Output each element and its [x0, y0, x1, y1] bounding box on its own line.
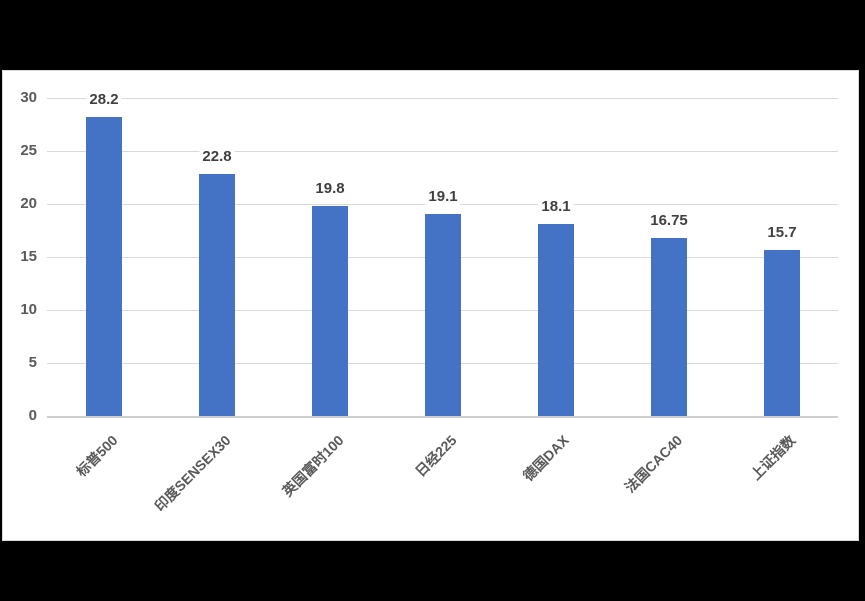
x-axis-line [47, 416, 838, 418]
bar-value-label: 18.1 [538, 197, 574, 216]
category-label: 法国CAC40 [621, 432, 686, 496]
gridline [47, 151, 838, 152]
category-label: 上证指数 [747, 432, 799, 483]
bar-chart: 0 5 10 15 20 25 30 28.2 标普500 22.8 印度SENSEX30 19.8 英… [3, 71, 858, 540]
y-axis-tick-label: 30 [20, 89, 37, 106]
category-label: 德国DAX [520, 432, 573, 485]
bar [199, 174, 235, 416]
bar-value-label: 16.75 [647, 211, 691, 230]
category-label: 日经225 [411, 432, 460, 480]
category-label: 英国富时100 [278, 432, 347, 500]
bar-value-label: 22.8 [199, 147, 235, 166]
y-axis-tick-label: 0 [28, 407, 37, 424]
bar-value-label: 28.2 [86, 90, 122, 109]
bar [312, 206, 348, 416]
bar [538, 224, 574, 416]
gridline [47, 98, 838, 99]
bar [764, 250, 800, 416]
bar-value-label: 19.8 [312, 179, 348, 198]
bar-value-label: 19.1 [425, 187, 461, 206]
y-axis-tick-label: 15 [20, 248, 37, 265]
y-axis-tick-label: 5 [28, 354, 37, 371]
y-axis-tick-label: 10 [20, 301, 37, 318]
bar [86, 117, 122, 416]
category-label: 标普500 [72, 432, 121, 480]
bar [425, 214, 461, 416]
y-axis-tick-label: 20 [20, 195, 37, 212]
chart-panel: 0 5 10 15 20 25 30 28.2 标普500 22.8 印度SENSEX30 19.8 英… [2, 70, 859, 541]
bar [651, 238, 687, 416]
bar-value-label: 15.7 [764, 223, 800, 242]
y-axis-tick-label: 25 [20, 142, 37, 159]
category-label: 印度SENSEX30 [151, 432, 234, 515]
